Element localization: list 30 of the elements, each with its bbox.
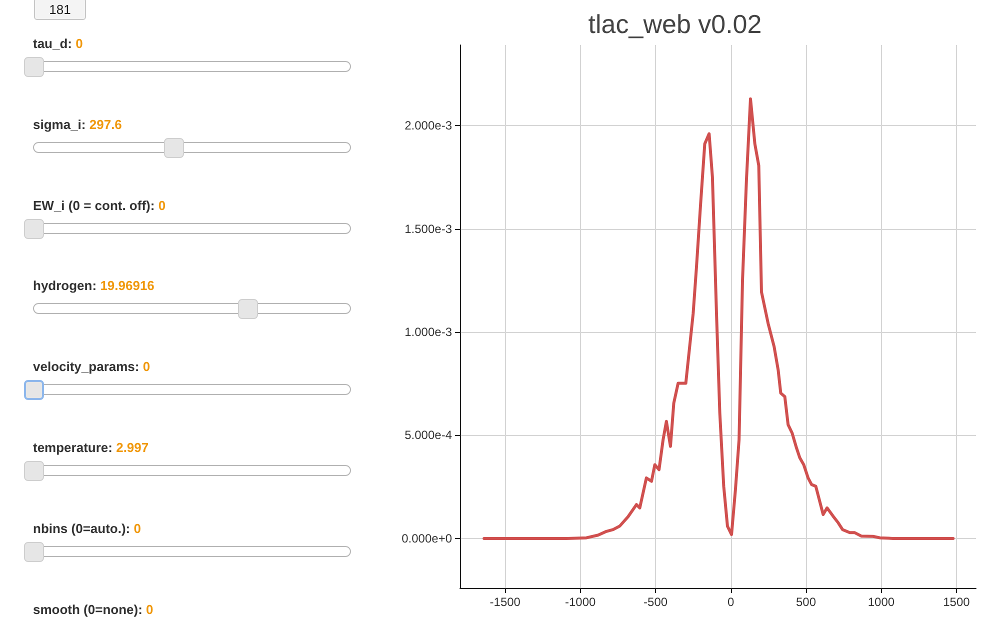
text: 297.6 bbox=[89, 116, 122, 132]
x-tick-label: -1000 bbox=[565, 595, 596, 609]
text: 0 bbox=[158, 198, 166, 213]
y-tick-label: 1.500e-3 bbox=[404, 222, 452, 236]
chart-title: tlac_web v0.02 bbox=[588, 9, 762, 39]
number-field: 181 bbox=[34, 0, 86, 20]
x-tick-label: -1500 bbox=[490, 595, 521, 609]
text: smooth (0=none): bbox=[33, 602, 142, 617]
y-tick-label: 1.000e-3 bbox=[404, 324, 452, 339]
text: 19.96916 bbox=[100, 278, 154, 294]
text: 0 bbox=[134, 520, 141, 536]
line-series bbox=[482, 97, 955, 540]
x-tick-label: -500 bbox=[644, 595, 668, 609]
text: EW_i (0 = cont. off): bbox=[33, 198, 155, 213]
x-tick-label: 1000 bbox=[868, 595, 895, 609]
text: temperature: bbox=[33, 440, 112, 455]
text: hydrogen: bbox=[33, 278, 97, 294]
y-tick-label: 0.000e+0 bbox=[402, 531, 452, 546]
text: 0 bbox=[142, 359, 150, 374]
x-tick-label: 0 bbox=[727, 595, 734, 609]
x-tick-label: 500 bbox=[796, 595, 816, 609]
text: velocity_params: bbox=[33, 359, 140, 374]
x-tick-label: 1500 bbox=[943, 595, 970, 609]
y-tick-label: 2.000e-3 bbox=[404, 118, 452, 133]
text: 0 bbox=[76, 36, 83, 51]
text: sigma_i: bbox=[33, 116, 86, 132]
text: 2.997 bbox=[116, 440, 149, 455]
text: tau_d: bbox=[33, 36, 72, 51]
text: nbins (0=auto.): bbox=[33, 520, 130, 536]
y-tick-label: 5.000e-4 bbox=[404, 428, 452, 442]
